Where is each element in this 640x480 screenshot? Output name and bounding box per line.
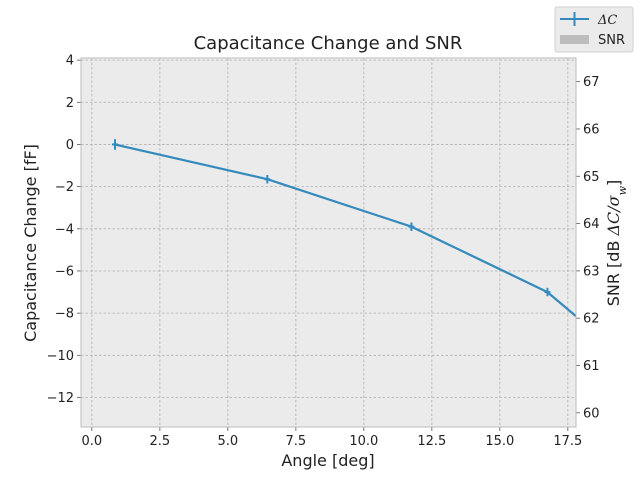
y-tick-label-2: 0 <box>66 138 74 153</box>
y2-tick-label-5: 62 <box>583 312 600 327</box>
x-tick-label-0: 0.0 <box>82 434 103 449</box>
x-tick-label-4: 10.0 <box>349 434 378 449</box>
y-tick-label-0: 4 <box>66 54 74 69</box>
x-tick-label-5: 12.5 <box>417 434 446 449</box>
x-tick-label-2: 5.0 <box>218 434 239 449</box>
y-tick-label-1: 2 <box>66 96 74 111</box>
y-tick-label-3: −2 <box>55 180 74 195</box>
y-tick-label-5: −6 <box>55 264 74 279</box>
legend-snr-label: SNR <box>598 33 625 48</box>
y2-tick-label-3: 64 <box>583 217 600 232</box>
plot-frame <box>80 57 577 428</box>
x-tick-label-1: 2.5 <box>150 434 171 449</box>
y-tick-label-4: −4 <box>55 222 74 237</box>
plot-area <box>81 58 576 427</box>
y-tick-label-7: −10 <box>47 349 74 364</box>
y2-tick-label-0: 67 <box>583 75 600 90</box>
y2-tick-label-1: 66 <box>583 122 600 137</box>
y-tick-label-6: −8 <box>55 307 74 322</box>
x-tick-label-3: 7.5 <box>286 434 307 449</box>
grid <box>81 58 576 427</box>
y2-tick-label-7: 60 <box>583 406 600 421</box>
series <box>111 139 576 318</box>
y2-tick-label-4: 63 <box>583 264 600 279</box>
x-axis-title: Angle [deg] <box>281 451 374 470</box>
y-axis-ticks: 4 2 0 −2 −4 −6 −8 −10 −12 <box>47 54 81 406</box>
y2-tick-label-6: 61 <box>583 359 600 374</box>
legend-snr-swatch <box>560 35 589 44</box>
y-tick-label-8: −12 <box>47 391 74 406</box>
y2-axis-title: SNR [dB ΔC/σw] <box>604 180 629 307</box>
y2-tick-label-2: 65 <box>583 170 600 185</box>
y-axis-title: Capacitance Change [fF] <box>21 144 40 342</box>
y2-axis-ticks: 67 66 65 64 63 62 61 60 <box>576 75 600 421</box>
chart-title: Capacitance Change and SNR <box>194 33 463 54</box>
legend-dc-label: ΔC <box>597 13 617 28</box>
x-axis-ticks: 0.0 2.5 5.0 7.5 10.0 12.5 15.0 17.5 <box>82 427 582 449</box>
x-tick-label-6: 15.0 <box>485 434 514 449</box>
x-tick-label-7: 17.5 <box>553 434 582 449</box>
legend: ΔC SNR <box>554 6 634 53</box>
